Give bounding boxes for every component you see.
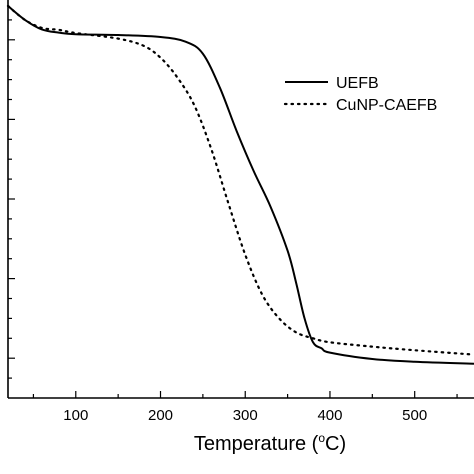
x-tick-label: 300 xyxy=(233,407,258,424)
x-tick-label: 100 xyxy=(63,407,88,424)
legend-label: CuNP-CAEFB xyxy=(336,97,437,114)
legend: UEFB CuNP-CAEFB xyxy=(283,75,437,114)
legend-label: UEFB xyxy=(336,75,379,92)
x-tick-label: 400 xyxy=(317,407,342,424)
x-axis-title-pre: Temperature ( xyxy=(194,433,319,455)
series-layer xyxy=(6,4,474,365)
series-line-cunp-caefb xyxy=(6,4,474,356)
x-axis-title-sup: o xyxy=(318,431,325,445)
axes-layer: 100 200 300 400 500 xyxy=(7,0,474,424)
x-axis-title: Temperature (oC) xyxy=(194,431,346,455)
x-axis-title-post: C) xyxy=(325,433,346,455)
x-tick-label: 200 xyxy=(148,407,173,424)
x-tick-label: 500 xyxy=(402,407,427,424)
series-line-uefb xyxy=(7,5,474,365)
